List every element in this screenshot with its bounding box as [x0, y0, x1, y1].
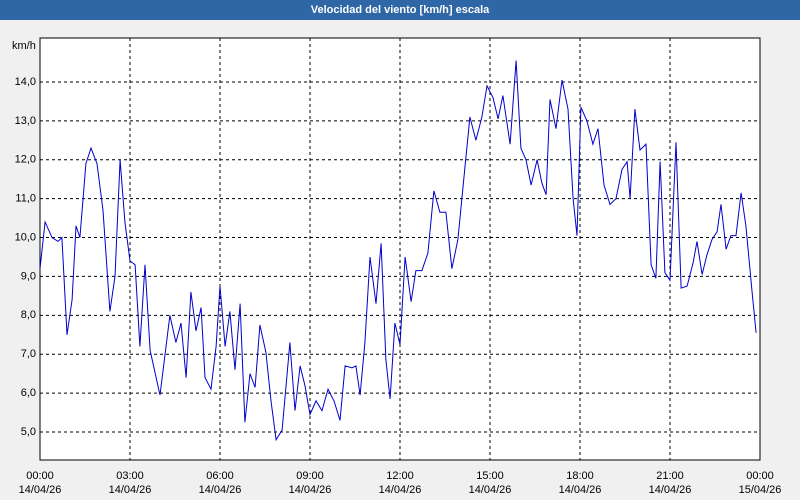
- x-tick-label: 18:00: [566, 470, 594, 482]
- x-tick-label: 15:00: [476, 470, 504, 482]
- x-tick-label: 12:00: [386, 470, 414, 482]
- data-line: [39, 60, 757, 442]
- x-tick-date: 14/04/26: [559, 484, 602, 496]
- x-tick-date: 14/04/26: [109, 484, 152, 496]
- y-tick-label: 6,0: [21, 387, 36, 399]
- y-tick-label: 8,0: [21, 309, 36, 321]
- x-tick-label: 09:00: [296, 470, 324, 482]
- x-tick-label: 00:00: [746, 470, 774, 482]
- y-unit: km/h: [12, 40, 36, 52]
- x-tick-date: 14/04/26: [19, 484, 62, 496]
- x-tick-date: 14/04/26: [289, 484, 332, 496]
- x-tick-date: 14/04/26: [199, 484, 242, 496]
- y-tick-label: 14,0: [15, 76, 36, 88]
- x-tick-label: 00:00: [26, 470, 54, 482]
- chart-title: Velocidad del viento [km/h] escala: [311, 4, 490, 16]
- y-tick-label: 11,0: [15, 193, 36, 205]
- x-tick-date: 14/04/26: [379, 484, 422, 496]
- y-tick-label: 10,0: [15, 231, 36, 243]
- x-tick-date: 14/04/26: [469, 484, 512, 496]
- x-tick-date: 14/04/26: [649, 484, 692, 496]
- x-tick-label: 21:00: [656, 470, 684, 482]
- y-tick-label: 13,0: [15, 115, 36, 127]
- y-tick-label: 12,0: [15, 154, 36, 166]
- y-tick-label: 5,0: [21, 426, 36, 438]
- x-tick-label: 03:00: [116, 470, 144, 482]
- plot-border: [39, 37, 761, 461]
- x-tick-date: 15/04/26: [739, 484, 782, 496]
- y-tick-label: 9,0: [21, 270, 36, 282]
- title-bar: [0, 0, 800, 20]
- y-tick-label: 7,0: [21, 348, 36, 360]
- x-tick-label: 06:00: [206, 470, 234, 482]
